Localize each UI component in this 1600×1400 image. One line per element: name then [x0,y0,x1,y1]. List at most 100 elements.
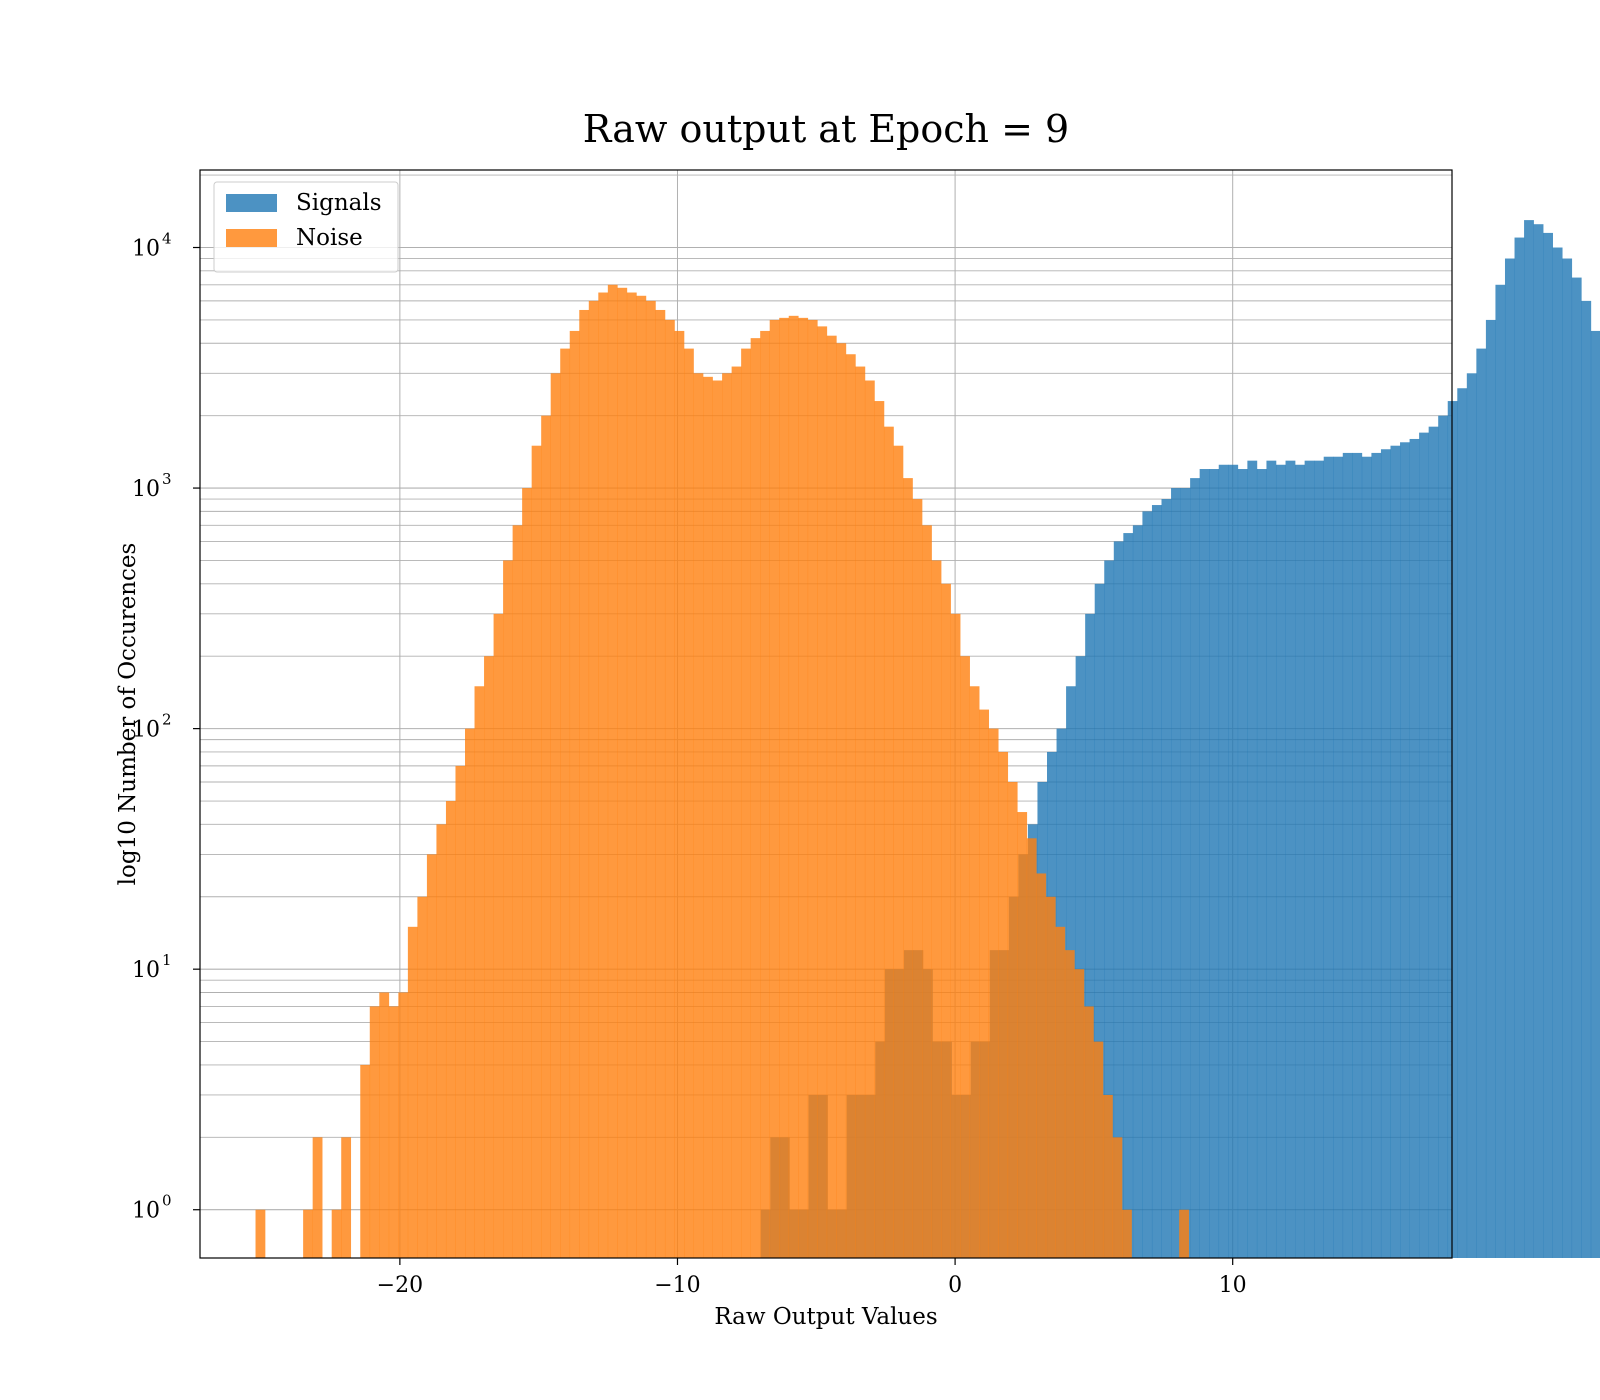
histogram-bar [1055,926,1066,1258]
histogram-bar [1161,499,1172,1258]
histogram-bar [1352,452,1363,1259]
chart-title: Raw output at Epoch = 9 [583,107,1069,151]
histogram-bar [998,751,1009,1258]
histogram-bar [417,896,428,1258]
histogram-bar [645,300,656,1258]
histogram-bar [1428,426,1439,1258]
histogram-bar [1074,969,1085,1258]
histogram-bar [1083,1006,1094,1258]
histogram-bar [626,292,637,1258]
histogram-bar [598,292,609,1258]
histogram-bar [1438,415,1449,1258]
y-tick-label: 10 [132,477,160,502]
histogram-bar [1590,330,1600,1259]
plot-frame [199,169,1453,1259]
histogram-bar [541,415,551,1258]
histogram-bar [636,295,647,1258]
histogram-bar [1390,445,1401,1258]
histogram-bar [1419,432,1429,1258]
y-tick-exponent: 3 [162,470,172,488]
histogram-bar [388,1006,399,1258]
histogram-bar [1247,460,1258,1259]
histogram-bar [1552,247,1563,1259]
histogram-bar [855,366,866,1258]
histogram-bar [1064,950,1075,1258]
histogram-bar [1285,460,1296,1259]
histogram-bar [407,926,418,1258]
histogram-bar [255,1209,266,1258]
histogram-bar [607,284,618,1258]
histogram-bar [455,765,466,1258]
histogram-bar [883,426,894,1258]
histogram-bar [788,315,799,1258]
histogram-bar [484,656,494,1258]
histogram-bar [1113,541,1124,1258]
histogram-bar [569,330,580,1259]
histogram-bar [1562,258,1573,1258]
histogram-bar [312,1137,323,1258]
bars-layer [255,220,1600,1259]
histogram-bar [988,728,999,1258]
histogram-bar [1504,258,1515,1258]
histogram-bar [360,1064,371,1258]
histogram-bar [664,319,675,1259]
histogram-bar [1457,388,1468,1259]
histogram-bar [1104,560,1115,1258]
histogram-bar [379,992,390,1258]
histogram-bar [1361,456,1372,1258]
histogram-bar [722,373,732,1258]
histogram-bar [1007,781,1018,1258]
y-axis-label: log10 Number of Occurences [115,543,141,886]
x-tick-label: −20 [377,1273,423,1298]
y-tick-label: 10 [132,237,160,262]
y-tick-exponent: 2 [162,711,172,729]
histogram-bar [369,1006,380,1258]
x-tick-label: 0 [948,1273,962,1298]
histogram-bar [703,376,713,1258]
legend-swatch-signals [226,194,277,212]
histogram-bar [1179,1209,1189,1258]
histogram-bar [1476,348,1487,1258]
series-noise [255,284,1189,1259]
histogram-bar [1228,464,1239,1258]
histogram-bar [1533,224,1544,1258]
histogram-bar [493,613,504,1258]
histogram-bar [1275,464,1286,1258]
histogram-bar [1075,656,1086,1258]
histogram-bar [864,380,875,1259]
histogram-bar [1571,277,1582,1258]
histogram-bar [1151,505,1162,1258]
histogram-bar [1466,373,1477,1258]
histogram-bar [617,287,628,1259]
histogram-bar [684,348,694,1258]
histogram-bar [1237,469,1248,1259]
histogram-bar [1190,478,1200,1258]
histogram-bar [1122,1209,1132,1258]
histogram-bar [445,801,456,1258]
histogram-bar [1017,812,1028,1258]
histogram-bar [960,656,970,1258]
histogram-bar [1543,232,1553,1258]
legend-label-signals: Signals [296,190,382,216]
legend: Signals Noise [213,181,399,273]
histogram-bar [655,309,666,1258]
histogram-bar [1112,1137,1123,1258]
histogram-bar [969,686,980,1258]
y-tick-exponent: 0 [162,1192,172,1210]
histogram-bar [1256,469,1267,1259]
histogram-bar [512,525,523,1258]
histogram-bar [1333,456,1344,1258]
histogram-bar [693,373,704,1258]
histogram-bar [474,686,485,1258]
histogram-bar [550,373,561,1258]
histogram-bar [331,1209,342,1258]
histogram-bar [836,343,847,1258]
x-tick-label: −10 [654,1273,700,1298]
x-axis-label: Raw Output Values [714,1304,937,1330]
histogram-bar [1132,525,1143,1258]
histogram-bar [1514,237,1525,1258]
histogram-bar [941,583,951,1258]
histogram-bar [979,709,990,1258]
y-tick-label: 10 [132,1199,160,1224]
